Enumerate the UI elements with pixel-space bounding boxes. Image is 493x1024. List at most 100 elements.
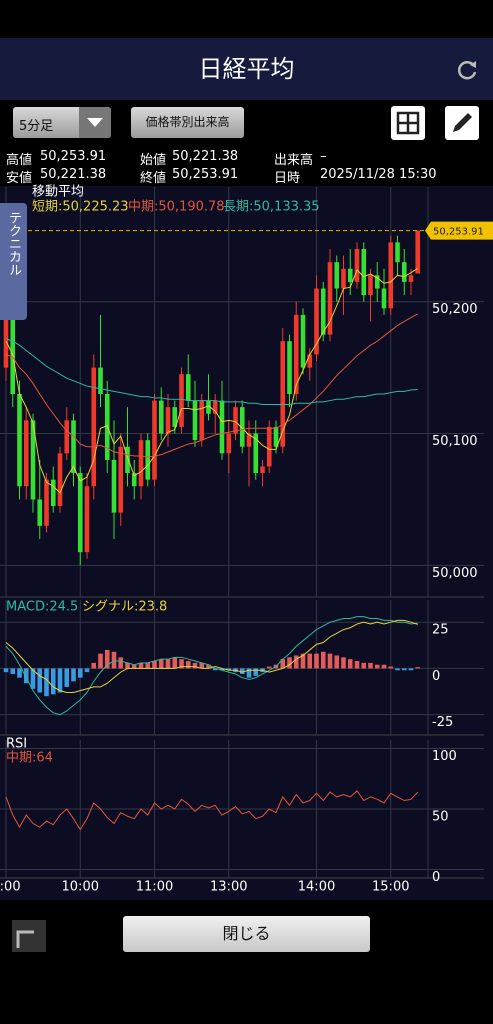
candle-body	[111, 459, 117, 513]
histogram-bar	[91, 662, 97, 669]
candle-body	[179, 374, 184, 427]
legend-entry: 長期:50,133.35	[223, 200, 320, 215]
toolbar: 5分足 価格帯別出来高	[0, 100, 493, 148]
x-tick-label: 14:00	[298, 880, 335, 895]
histogram-bar	[226, 668, 232, 671]
candle-body	[98, 367, 103, 394]
chart: 50,000 50,100 50,200 50,253.91 移動平均短期:50,225…	[0, 185, 493, 895]
legend-entry: MACD:24.5	[6, 600, 78, 615]
histogram-bar	[395, 668, 400, 671]
candle-body	[293, 314, 299, 394]
line	[5, 790, 419, 831]
candle-body	[320, 288, 326, 335]
candle-body	[17, 393, 22, 487]
x-tick-label: 15:00	[372, 880, 409, 895]
info-value: 50,253.91	[172, 167, 239, 182]
side-tab-label: テクニカル	[6, 211, 21, 276]
histogram-bar	[408, 668, 414, 671]
volume-profile-button[interactable]: 価格帯別出来高	[131, 107, 244, 138]
candle-body	[131, 473, 137, 487]
interval-dropdown[interactable]: 5分足	[13, 107, 111, 138]
histogram-bar	[179, 659, 184, 669]
candle-body	[37, 499, 43, 526]
y-tick-label: 50	[432, 810, 449, 825]
candle-body	[77, 473, 83, 553]
histogram-bar	[381, 664, 387, 669]
histogram-bar	[307, 653, 313, 669]
legend-entry: 短期:50,225.23	[32, 200, 129, 215]
candle-body	[280, 341, 286, 447]
candle-body	[287, 341, 292, 394]
legend-title: 移動平均	[32, 185, 84, 200]
info-panel: 高値 50,253.91 始値 50,221.38 出来高 – 安値 50,221.38 終値 5…	[0, 148, 493, 186]
histogram-bar	[192, 662, 198, 669]
info-label: 終値	[140, 171, 167, 186]
histogram-bar	[23, 668, 29, 684]
histogram-bar	[327, 653, 333, 669]
candle-body	[408, 275, 414, 282]
candle-body	[64, 420, 70, 454]
histogram-bar	[212, 668, 218, 671]
line	[5, 268, 419, 494]
histogram-bar	[239, 668, 245, 674]
candle-body	[239, 407, 245, 447]
info-label: 出来高	[274, 153, 314, 168]
histogram-bar	[388, 666, 394, 669]
y-tick-label: 0	[432, 870, 440, 885]
candle-body	[57, 453, 63, 507]
histogram-bar	[64, 668, 70, 687]
candle-body	[354, 248, 360, 282]
candle-body	[219, 400, 225, 454]
draw-button[interactable]	[445, 106, 479, 140]
x-tick-label: 11:00	[136, 880, 173, 895]
candle-body	[199, 400, 205, 441]
candle-body	[266, 426, 272, 467]
y-tick-label: 100	[432, 749, 457, 764]
info-value: –	[320, 149, 327, 164]
histogram-bar	[104, 649, 110, 669]
header: 日経平均	[0, 38, 493, 100]
last-price-tag	[425, 221, 493, 240]
histogram-bar	[30, 668, 36, 689]
info-value: 50,253.91	[40, 149, 107, 164]
last-price-label: 50,253.91	[433, 227, 484, 238]
histogram-bar	[354, 661, 360, 669]
candle-body	[347, 268, 353, 282]
candle-body	[246, 433, 252, 447]
y-tick-label: 50,200	[432, 302, 478, 317]
info-value: 2025/11/28 15:30	[320, 167, 437, 182]
candle-body	[327, 262, 333, 335]
histogram-bar	[158, 659, 164, 669]
status-bar	[0, 0, 493, 38]
histogram-bar	[401, 668, 407, 671]
back-icon[interactable]	[10, 918, 48, 954]
histogram-bar	[341, 657, 346, 669]
histogram-bar	[131, 664, 137, 669]
histogram-bar	[165, 659, 171, 669]
panel-title: RSI	[6, 737, 27, 752]
close-button[interactable]: 閉じる	[123, 916, 370, 952]
y-tick-label: 50,100	[432, 434, 478, 449]
candle-body	[314, 288, 319, 355]
footer: 閉じる	[0, 900, 493, 1024]
info-label: 日時	[274, 171, 301, 186]
candle-body	[415, 230, 421, 274]
refresh-icon[interactable]	[455, 58, 479, 82]
dropdown-arrow	[79, 107, 111, 138]
y-tick-label: 50,000	[432, 566, 478, 581]
candle-body	[158, 400, 164, 434]
line	[5, 616, 418, 716]
candle-body	[44, 479, 49, 526]
line	[5, 338, 418, 406]
x-tick-label: 9:00	[0, 880, 21, 895]
histogram-bar	[219, 668, 225, 671]
histogram-bar	[287, 657, 292, 669]
layout-button[interactable]	[391, 106, 425, 140]
histogram-bar	[300, 653, 306, 669]
histogram-bar	[37, 668, 43, 693]
candle-body	[30, 420, 36, 500]
candle-body	[138, 440, 144, 487]
histogram-bar	[118, 657, 124, 669]
side-tab[interactable]: テクニカル	[0, 203, 27, 320]
